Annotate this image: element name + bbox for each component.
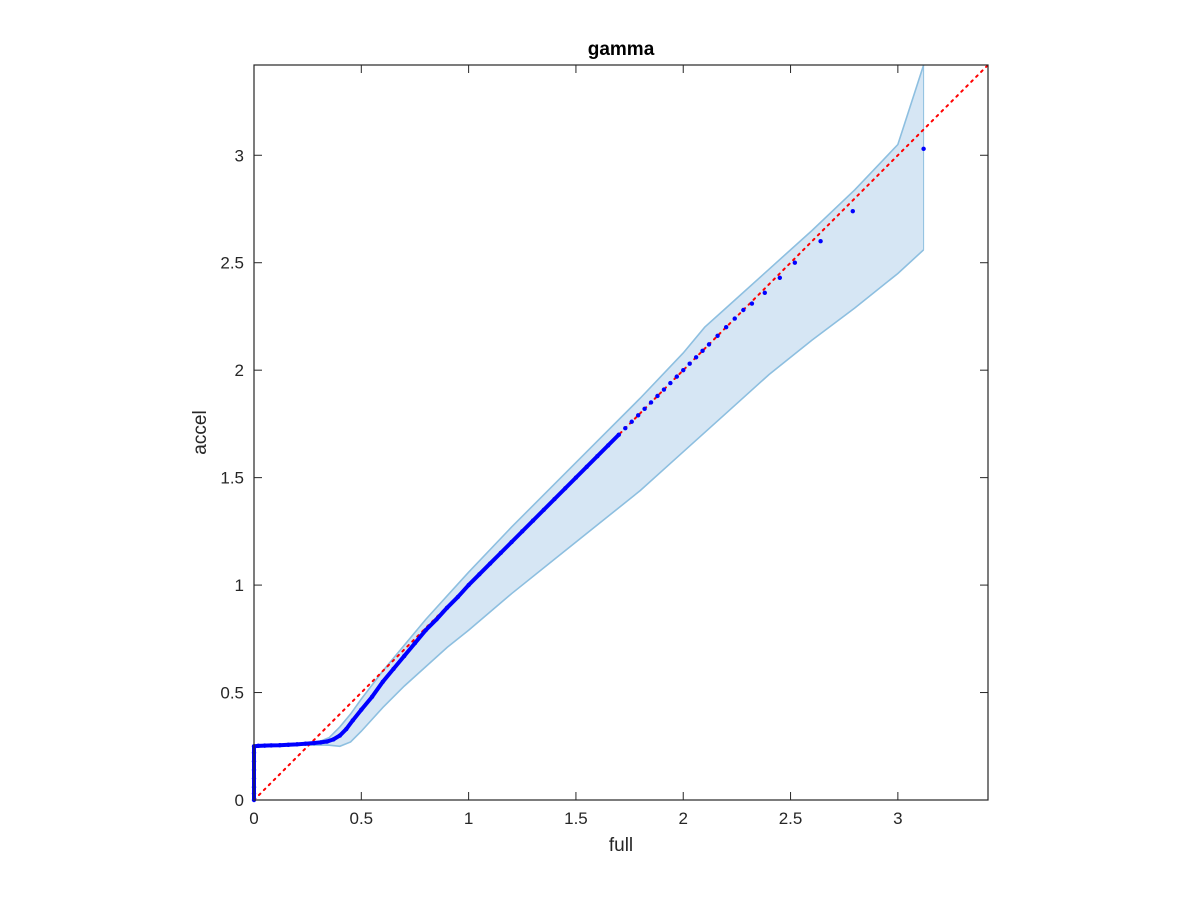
scatter-point xyxy=(487,561,493,566)
y-tick-label: 0 xyxy=(235,791,244,810)
y-tick-label: 1 xyxy=(235,576,244,595)
y-axis-label: accel xyxy=(190,410,211,454)
scatter-point xyxy=(749,301,755,306)
axes: 0 0.5 1 1.5 2 2.5 3 0 0.5 1 1.5 2 2.5 3 xyxy=(220,64,989,828)
scatter-point xyxy=(552,496,557,502)
scatter-point xyxy=(777,275,783,280)
scatter-point xyxy=(635,413,641,418)
scatter-point xyxy=(311,740,317,746)
scatter-point xyxy=(344,726,349,732)
scatter-point xyxy=(623,426,628,431)
scatter-points xyxy=(251,146,926,803)
scatter-point xyxy=(715,333,720,338)
scatter-point xyxy=(262,743,267,748)
scatter-point xyxy=(466,582,471,588)
scatter-point xyxy=(818,239,823,244)
x-tick-label: 1 xyxy=(464,809,473,828)
scatter-point xyxy=(391,666,396,672)
identity-line xyxy=(253,64,989,801)
scatter-point xyxy=(762,290,767,296)
confidence-band xyxy=(253,64,925,748)
band-lower-edge xyxy=(253,249,925,748)
scatter-point xyxy=(530,518,536,523)
scatter-point xyxy=(850,208,855,214)
scatter-point xyxy=(674,374,680,379)
scatter-point xyxy=(723,324,729,330)
scatter-point xyxy=(256,743,261,749)
scatter-point xyxy=(732,316,737,321)
scatter-point xyxy=(562,486,568,491)
chart-title: gamma xyxy=(588,39,655,60)
scatter-point xyxy=(616,432,622,437)
scatter-point xyxy=(477,572,482,577)
scatter-point xyxy=(369,694,375,700)
scatter-point xyxy=(498,550,504,556)
scatter-point xyxy=(350,718,355,723)
scatter-point xyxy=(509,539,514,545)
plot-box xyxy=(253,64,989,801)
x-tick-label: 2 xyxy=(679,809,688,828)
band-upper-edge xyxy=(253,64,925,748)
x-tick-label: 0.5 xyxy=(349,809,373,828)
scatter-point xyxy=(629,419,634,424)
scatter-point xyxy=(294,742,300,747)
scatter-point xyxy=(921,146,926,152)
scatter-point xyxy=(642,406,647,412)
scatter-point xyxy=(681,367,686,373)
scatter-point xyxy=(337,733,343,738)
scatter-point xyxy=(455,594,461,600)
scatter-point xyxy=(380,679,385,684)
y-tick-label: 3 xyxy=(235,146,244,165)
y-tick-label: 2.5 xyxy=(220,254,244,273)
scatter-point xyxy=(668,380,673,386)
scatter-point xyxy=(648,400,654,405)
scatter-point xyxy=(700,348,705,354)
scatter-point xyxy=(741,307,746,313)
y-tick-label: 2 xyxy=(235,361,244,380)
y-tick-label: 0.5 xyxy=(220,684,244,703)
reference-line xyxy=(253,64,989,801)
scatter-point xyxy=(331,737,336,742)
scatter-point xyxy=(706,342,712,347)
scatter-point xyxy=(286,742,291,747)
x-tick-label: 0 xyxy=(249,809,258,828)
scatter-point xyxy=(520,529,525,534)
scatter-point xyxy=(268,743,274,748)
scatter-point xyxy=(324,739,330,744)
scatter-point xyxy=(792,260,798,265)
scatter-point xyxy=(434,617,439,622)
scatter-point xyxy=(541,507,546,513)
scatter-point xyxy=(605,443,611,448)
scatter-point xyxy=(402,653,407,659)
x-tick-label: 2.5 xyxy=(779,809,803,828)
scatter-point xyxy=(444,605,450,610)
x-tick-label: 3 xyxy=(893,809,902,828)
scatter-point xyxy=(303,741,308,746)
scatter-point xyxy=(595,453,600,459)
x-tick-label: 1.5 xyxy=(564,809,588,828)
scatter-point xyxy=(412,640,418,646)
scatter-point xyxy=(584,464,589,470)
scatter-point xyxy=(693,355,699,360)
y-tick-label: 1.5 xyxy=(220,469,244,488)
scatter-point xyxy=(318,740,323,745)
scatter-point xyxy=(359,707,364,712)
scatter-point xyxy=(423,628,428,633)
scatter-point xyxy=(573,475,579,480)
band-fill xyxy=(254,65,924,747)
scatter-point xyxy=(277,742,282,748)
scatter-point xyxy=(655,393,660,399)
scatter-point xyxy=(661,387,667,392)
x-axis-label: full xyxy=(609,835,633,856)
scatter-point xyxy=(687,361,692,366)
